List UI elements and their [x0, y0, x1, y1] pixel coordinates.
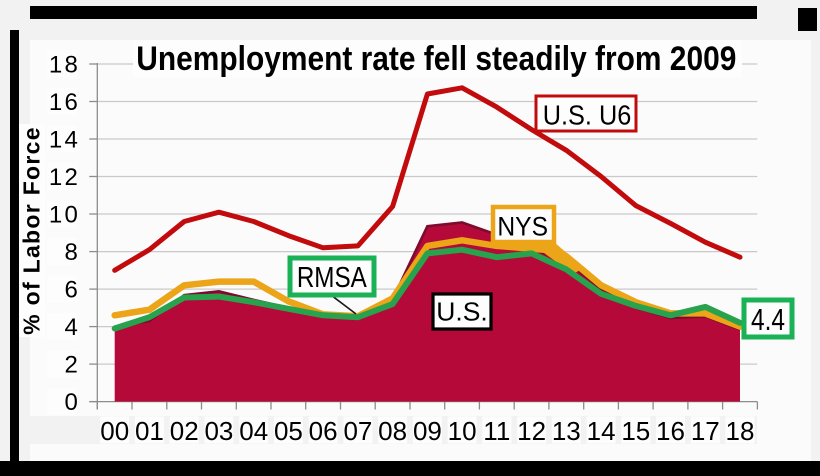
svg-text:10: 10 [49, 202, 80, 229]
svg-text:15: 15 [621, 416, 650, 446]
svg-text:10: 10 [448, 416, 477, 446]
svg-text:6: 6 [64, 277, 80, 304]
svg-text:% of Labor Force: % of Labor Force [19, 126, 45, 335]
svg-text:4: 4 [64, 314, 80, 341]
svg-text:8: 8 [64, 239, 80, 266]
svg-text:18: 18 [726, 416, 755, 446]
svg-text:Unemployment rate fell steadil: Unemployment rate fell steadily from 200… [136, 39, 736, 77]
svg-text:05: 05 [274, 416, 303, 446]
svg-text:12: 12 [49, 164, 80, 191]
svg-text:09: 09 [413, 416, 442, 446]
svg-text:11: 11 [483, 416, 510, 446]
svg-text:U.S. U6: U.S. U6 [543, 100, 632, 131]
svg-text:07: 07 [343, 416, 372, 446]
svg-text:03: 03 [204, 416, 233, 446]
svg-text:16: 16 [49, 89, 80, 116]
svg-text:0: 0 [64, 389, 80, 416]
svg-text:18: 18 [49, 52, 80, 79]
svg-text:17: 17 [691, 416, 720, 446]
svg-text:02: 02 [170, 416, 199, 446]
svg-text:RMSA: RMSA [297, 261, 367, 293]
svg-text:04: 04 [239, 416, 268, 446]
svg-text:00: 00 [100, 416, 129, 446]
svg-text:14: 14 [587, 416, 616, 446]
svg-text:U.S.: U.S. [436, 297, 488, 326]
svg-text:14: 14 [49, 127, 80, 154]
svg-text:06: 06 [309, 416, 338, 446]
svg-text:4.4: 4.4 [751, 302, 785, 336]
svg-text:13: 13 [552, 416, 581, 446]
svg-text:12: 12 [517, 416, 546, 446]
svg-text:NYS: NYS [497, 213, 548, 242]
svg-text:01: 01 [135, 416, 164, 446]
svg-text:2: 2 [64, 352, 80, 379]
svg-text:08: 08 [378, 416, 407, 446]
svg-text:16: 16 [656, 416, 685, 446]
